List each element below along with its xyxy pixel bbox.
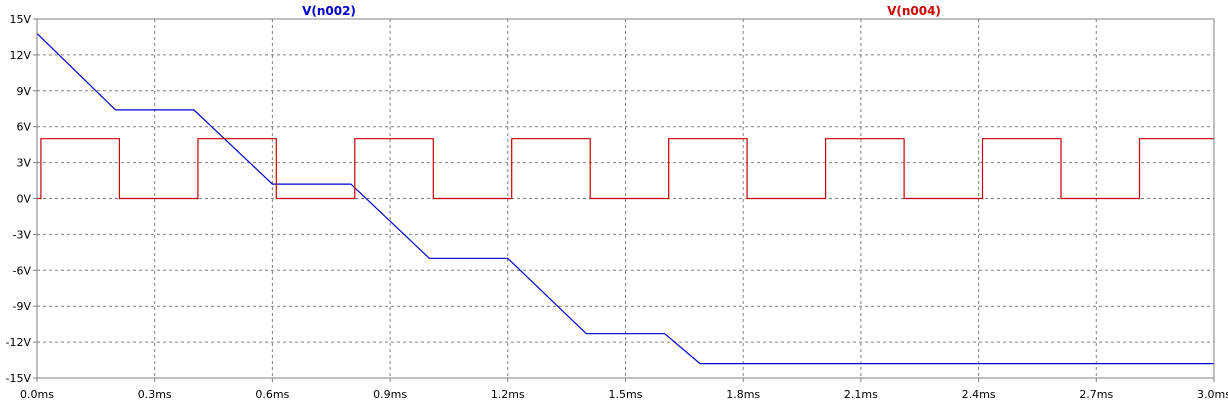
legend: V(n002) V(n004) xyxy=(302,4,941,18)
y-tick-label: 9V xyxy=(16,85,31,98)
y-tick-label: 15V xyxy=(9,13,31,26)
y-tick-label: 6V xyxy=(16,121,31,134)
series-line-v-n002 xyxy=(36,32,1214,365)
legend-label-v-n002[interactable]: V(n002) xyxy=(302,4,356,18)
legend-label-v-n004[interactable]: V(n004) xyxy=(887,4,941,18)
x-tick-label: 0.6ms xyxy=(255,388,289,401)
y-tick-label: -9V xyxy=(13,300,32,313)
x-axis-ticks: 0.0ms 0.3ms 0.6ms 0.9ms 1.2ms 1.5ms 1.8ms 2.1ms… xyxy=(20,378,1228,401)
series-layer xyxy=(36,32,1214,365)
x-tick-label: 1.5ms xyxy=(609,388,643,401)
x-tick-label: 0.0ms xyxy=(20,388,54,401)
series-line-v-n004 xyxy=(37,138,1214,200)
y-tick-label: -15V xyxy=(6,372,32,385)
y-tick-label: -6V xyxy=(13,264,32,277)
y-tick-label: -12V xyxy=(6,336,32,349)
x-tick-label: 1.2ms xyxy=(491,388,525,401)
x-tick-label: 2.1ms xyxy=(844,388,878,401)
x-tick-label: 0.9ms xyxy=(373,388,407,401)
y-tick-label: 3V xyxy=(16,157,31,170)
x-tick-label: 1.8ms xyxy=(726,388,760,401)
y-axis-ticks: 15V 12V 9V 6V 3V 0V -3V -6V -9V -12V -15V xyxy=(6,13,37,385)
x-tick-label: 3.0ms xyxy=(1197,388,1228,401)
grid-layer xyxy=(37,19,1214,378)
x-tick-label: 0.3ms xyxy=(138,388,172,401)
y-tick-label: 0V xyxy=(16,193,31,206)
y-tick-label: 12V xyxy=(9,49,31,62)
x-tick-label: 2.7ms xyxy=(1079,388,1113,401)
y-tick-label: -3V xyxy=(13,228,32,241)
x-tick-label: 2.4ms xyxy=(962,388,996,401)
